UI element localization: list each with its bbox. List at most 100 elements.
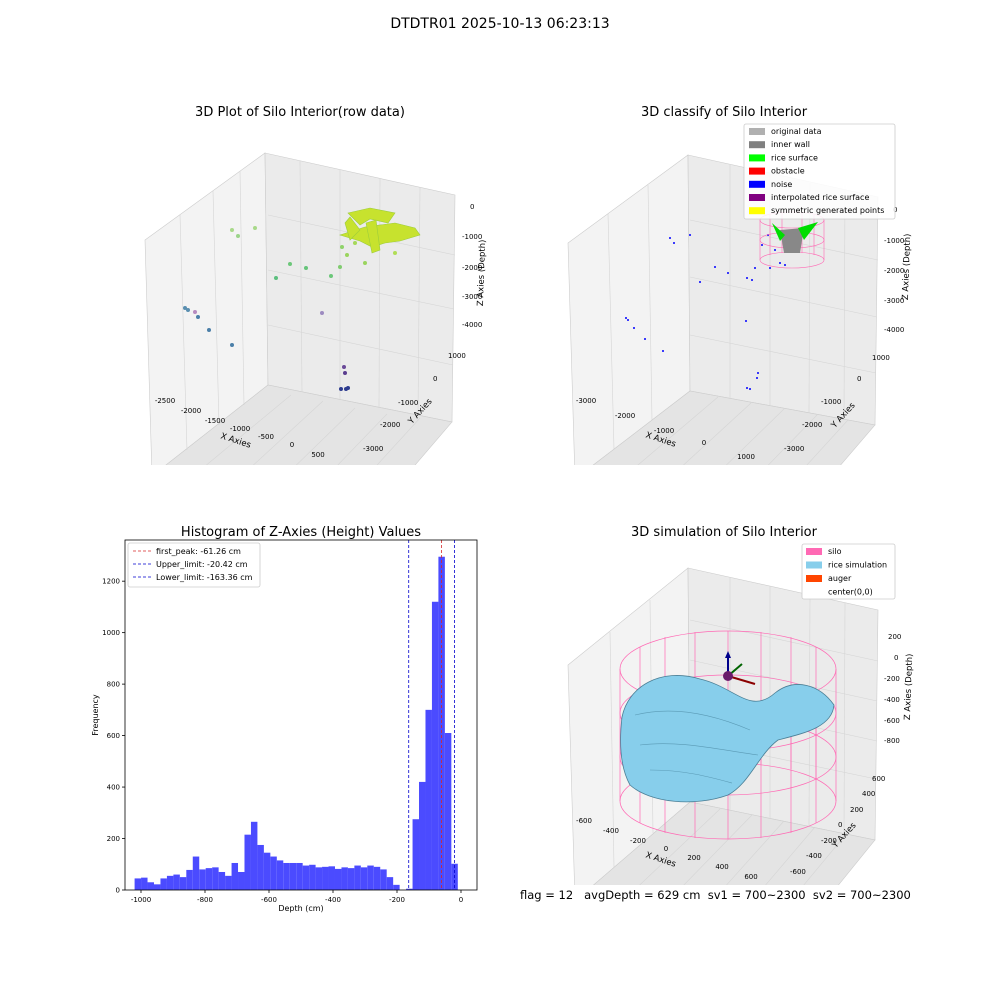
y-tick-label: 1000 [448, 352, 466, 360]
histogram-bar [283, 862, 290, 890]
histogram-bar [199, 869, 206, 890]
histogram-bar [263, 852, 271, 890]
histogram-chart: Histogram of Z-Axies (Height) Values -10… [91, 525, 478, 913]
z-tick-label: -200 [884, 675, 900, 683]
histogram-bar [315, 867, 323, 890]
data-point [342, 365, 346, 369]
noise-point [699, 281, 701, 283]
histogram-bar [425, 709, 432, 890]
data-point [340, 245, 344, 249]
noise-point [751, 279, 753, 281]
legend-label: center(0,0) [828, 588, 873, 597]
y-tick-label: -2000 [802, 421, 822, 429]
rice-surface-points [347, 207, 396, 226]
histogram-bar [302, 865, 310, 890]
histogram-bar [328, 866, 335, 890]
histogram-bar [205, 868, 213, 890]
noise-point [689, 234, 691, 236]
histogram-x-ticks: -1000 -800 -600 -400 -200 0 [131, 890, 463, 904]
z-tick-label: -800 [884, 737, 900, 745]
z-tick-label: -3000 [884, 297, 904, 305]
data-point [343, 371, 347, 375]
rice-surface-points [365, 219, 381, 254]
histogram-bar [322, 866, 329, 890]
data-point [236, 234, 240, 238]
noise-point [784, 264, 786, 266]
raw-3d-plot: 3D Plot of Silo Interior(row data) -2500… [144, 105, 488, 465]
legend-swatch [806, 561, 822, 569]
x-tick-label: 0 [664, 845, 668, 853]
legend-label: interpolated rice surface [771, 193, 869, 202]
histogram-bar [186, 869, 193, 890]
histogram-bar [431, 601, 439, 890]
classified-inner-wall [772, 222, 818, 253]
x-tick-label: -1000 [230, 425, 250, 433]
y-tick-label: 0 [116, 887, 120, 895]
z-tick-label: -3000 [462, 293, 482, 301]
x-tick-label: -3000 [576, 397, 596, 405]
data-point [353, 241, 357, 245]
simulation-3d-plot: 3D simulation of Silo Interior -600 -400 [567, 525, 915, 885]
legend-label: first_peak: -61.26 cm [156, 547, 241, 556]
histogram-bar [179, 877, 187, 890]
noise-point [774, 249, 776, 251]
noise-point [625, 317, 627, 319]
x-tick-label: -1500 [205, 417, 225, 425]
noise-point [761, 244, 763, 246]
histogram-bar [250, 821, 258, 890]
histogram-bar [347, 868, 355, 890]
data-point [193, 310, 197, 314]
legend-label: rice simulation [828, 561, 887, 570]
data-point [329, 274, 333, 278]
legend-swatch [749, 128, 765, 135]
y-tick-label: 400 [862, 790, 875, 798]
x-tick-label: 0 [290, 441, 294, 449]
legend-swatch [806, 548, 822, 555]
histogram-bar [147, 882, 154, 890]
figure-suptitle: DTDTR01 2025-10-13 06:23:13 [390, 16, 610, 32]
histogram-reference-lines [408, 540, 455, 890]
classify-plot-title: 3D classify of Silo Interior [641, 105, 808, 120]
z-tick-label: -4000 [462, 321, 482, 329]
histogram-bar [373, 866, 381, 890]
legend-label: inner wall [771, 140, 810, 149]
x-tick-label: -200 [389, 896, 405, 904]
raw-y-ticks: 1000 0 -1000 -2000 -3000 [363, 352, 466, 453]
noise-point [644, 338, 646, 340]
data-point [363, 261, 367, 265]
histogram-bar [393, 884, 400, 890]
histogram-bar [380, 869, 387, 890]
y-tick-label: -3000 [784, 445, 804, 453]
histogram-bar [438, 556, 445, 890]
histogram-legend: first_peak: -61.26 cm Upper_limit: -20.42… [127, 542, 261, 588]
histogram-axes-frame [124, 539, 478, 891]
simulation-plot-title: 3D simulation of Silo Interior [631, 525, 818, 540]
legend-label: original data [771, 127, 822, 136]
y-tick-label: -1000 [398, 399, 418, 407]
noise-point [633, 327, 635, 329]
z-tick-label: 200 [888, 633, 901, 641]
legend-label: noise [771, 180, 792, 189]
z-tick-label: -4000 [884, 326, 904, 334]
histogram-bar [419, 781, 426, 890]
noise-point [749, 388, 751, 390]
x-tick-label: -500 [258, 433, 274, 441]
data-point [230, 343, 234, 347]
histogram-bar [244, 834, 251, 890]
x-tick-label: -200 [630, 837, 646, 845]
histogram-bar [231, 862, 239, 890]
histogram-bar [334, 868, 342, 890]
y-tick-label: 0 [433, 375, 437, 383]
histogram-bar [354, 865, 361, 890]
y-tick-label: 0 [838, 821, 842, 829]
x-tick-label: -1000 [654, 427, 674, 435]
histogram-bar [218, 871, 226, 890]
y-tick-label: 1200 [102, 578, 120, 586]
legend-swatch [749, 194, 765, 201]
x-tick-label: 0 [702, 439, 706, 447]
histogram-bar [212, 867, 219, 890]
x-tick-label: -400 [603, 827, 619, 835]
z-tick-label: -1000 [462, 233, 482, 241]
y-tick-label: -400 [806, 852, 822, 860]
status-footer: flag = 12 avgDepth = 629 cm sv1 = 700~23… [520, 888, 911, 902]
